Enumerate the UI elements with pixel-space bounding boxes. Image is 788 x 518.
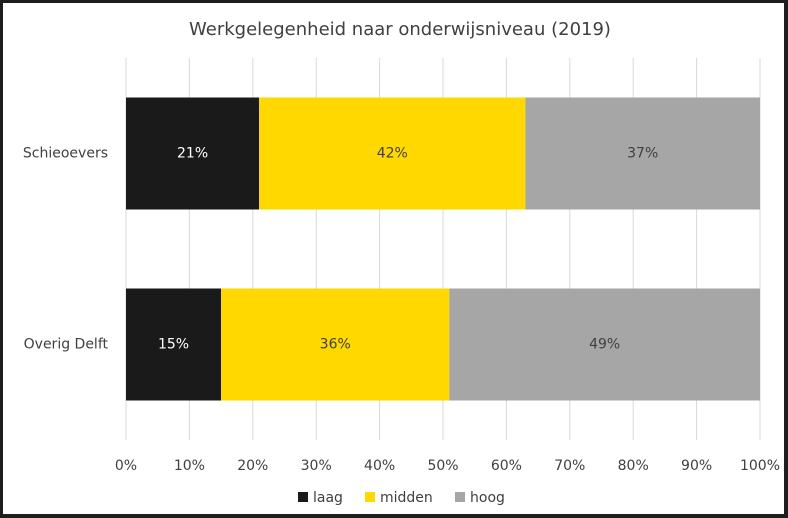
bar-segment	[221, 288, 450, 401]
legend-label: hoog	[470, 490, 505, 506]
x-tick-label: 20%	[237, 458, 268, 474]
x-tick-label: 70%	[554, 458, 585, 474]
y-tick-label: Schieoevers	[23, 146, 108, 162]
x-tick-label: 100%	[740, 458, 780, 474]
bar-segment	[259, 97, 526, 210]
bar-segment	[449, 288, 760, 401]
x-tick-label: 80%	[618, 458, 649, 474]
x-tick-label: 90%	[681, 458, 712, 474]
legend-label: midden	[380, 490, 433, 506]
x-tick-label: 50%	[427, 458, 458, 474]
data-label: 49%	[589, 337, 620, 353]
data-label: 37%	[627, 146, 658, 162]
x-tick-label: 0%	[115, 458, 137, 474]
bar-segment	[126, 97, 260, 210]
data-label: 36%	[320, 337, 351, 353]
legend-swatch	[298, 492, 308, 502]
data-label: 21%	[177, 146, 208, 162]
bar-segment	[126, 288, 222, 401]
legend-swatch	[455, 492, 465, 502]
x-tick-label: 40%	[364, 458, 395, 474]
x-tick-label: 30%	[301, 458, 332, 474]
chart-title: Werkgelegenheid naar onderwijsniveau (20…	[189, 19, 611, 40]
data-label: 42%	[377, 146, 408, 162]
legend-label: laag	[313, 490, 343, 506]
legend-swatch	[365, 492, 375, 502]
data-label: 15%	[158, 337, 189, 353]
x-tick-label: 10%	[174, 458, 205, 474]
bar-segment	[525, 97, 760, 210]
chart-background	[3, 3, 784, 514]
y-tick-label: Overig Delft	[24, 337, 109, 353]
x-tick-label: 60%	[491, 458, 522, 474]
